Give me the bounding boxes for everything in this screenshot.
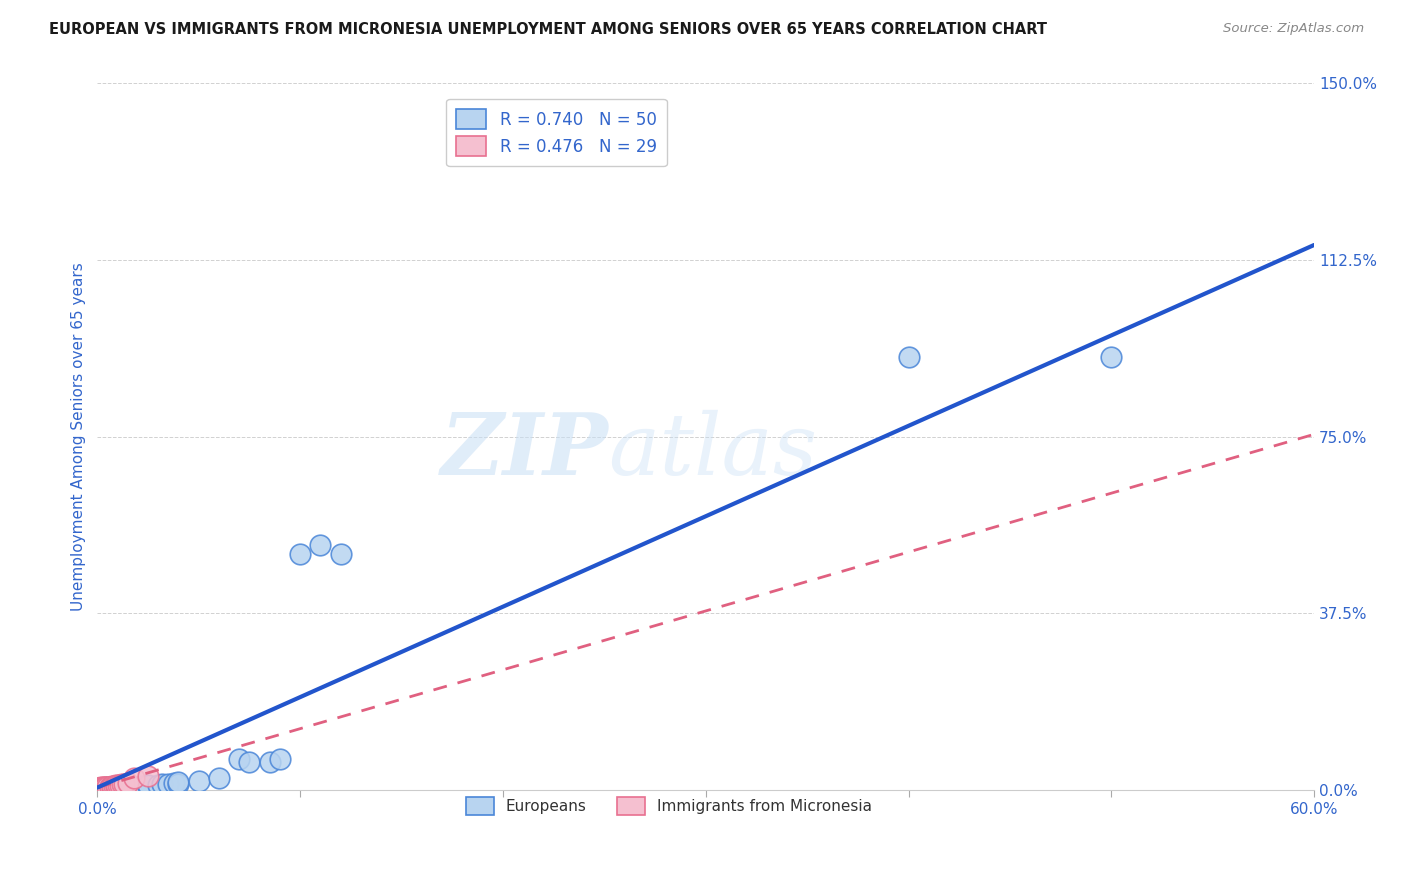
Point xyxy=(136,769,159,783)
Point xyxy=(94,780,117,794)
Point xyxy=(104,780,127,795)
Point xyxy=(136,778,159,792)
Point xyxy=(90,781,112,796)
Point xyxy=(104,779,127,793)
Point xyxy=(108,778,131,792)
Point xyxy=(94,781,117,796)
Point xyxy=(118,780,141,794)
Point xyxy=(94,780,117,794)
Point xyxy=(238,755,260,769)
Point xyxy=(157,777,180,791)
Point xyxy=(100,780,122,795)
Point xyxy=(100,780,122,795)
Legend: Europeans, Immigrants from Micronesia: Europeans, Immigrants from Micronesia xyxy=(457,788,882,825)
Point xyxy=(100,780,122,794)
Point xyxy=(96,780,118,794)
Point xyxy=(112,780,135,795)
Point xyxy=(150,777,173,791)
Point xyxy=(163,776,186,790)
Point xyxy=(167,775,190,789)
Point xyxy=(107,781,129,796)
Point xyxy=(96,780,118,795)
Point xyxy=(104,778,127,792)
Point xyxy=(111,777,134,791)
Point xyxy=(107,780,129,795)
Point xyxy=(1099,350,1122,364)
Point xyxy=(93,780,115,794)
Point xyxy=(96,780,118,795)
Point xyxy=(187,774,209,789)
Point xyxy=(89,780,111,795)
Point xyxy=(117,776,139,790)
Point xyxy=(98,780,121,794)
Point xyxy=(111,780,134,795)
Point xyxy=(96,780,118,794)
Point xyxy=(131,779,153,793)
Point xyxy=(103,779,125,793)
Point xyxy=(90,780,112,795)
Point xyxy=(90,780,112,795)
Point xyxy=(104,780,127,795)
Point xyxy=(117,779,139,793)
Point xyxy=(259,755,281,769)
Point xyxy=(107,778,129,792)
Point xyxy=(96,781,118,796)
Point xyxy=(89,780,111,795)
Point xyxy=(117,780,139,795)
Point xyxy=(103,780,125,795)
Point xyxy=(897,350,920,364)
Point xyxy=(148,778,170,792)
Point xyxy=(127,780,149,794)
Point xyxy=(93,780,115,795)
Point xyxy=(90,780,112,794)
Point xyxy=(93,780,115,795)
Point xyxy=(94,780,117,795)
Point xyxy=(98,780,121,795)
Point xyxy=(103,780,125,794)
Point xyxy=(107,780,129,794)
Point xyxy=(98,780,121,794)
Point xyxy=(329,548,352,562)
Point xyxy=(94,780,117,795)
Point xyxy=(122,771,145,785)
Text: EUROPEAN VS IMMIGRANTS FROM MICRONESIA UNEMPLOYMENT AMONG SENIORS OVER 65 YEARS : EUROPEAN VS IMMIGRANTS FROM MICRONESIA U… xyxy=(49,22,1047,37)
Point xyxy=(309,538,332,552)
Point xyxy=(107,780,129,795)
Point xyxy=(90,781,112,796)
Text: atlas: atlas xyxy=(609,409,817,492)
Text: ZIP: ZIP xyxy=(440,409,609,492)
Point xyxy=(93,780,115,795)
Point xyxy=(122,780,145,794)
Point xyxy=(93,781,115,796)
Y-axis label: Unemployment Among Seniors over 65 years: Unemployment Among Seniors over 65 years xyxy=(72,262,86,611)
Point xyxy=(208,771,231,785)
Point xyxy=(228,752,250,766)
Point xyxy=(89,781,111,796)
Point xyxy=(111,780,134,794)
Point xyxy=(167,777,190,791)
Point xyxy=(107,779,129,793)
Point xyxy=(136,779,159,793)
Point xyxy=(112,777,135,791)
Point xyxy=(269,752,291,766)
Point xyxy=(98,780,121,795)
Point xyxy=(114,780,136,794)
Point xyxy=(100,779,122,793)
Point xyxy=(288,548,311,562)
Text: Source: ZipAtlas.com: Source: ZipAtlas.com xyxy=(1223,22,1364,36)
